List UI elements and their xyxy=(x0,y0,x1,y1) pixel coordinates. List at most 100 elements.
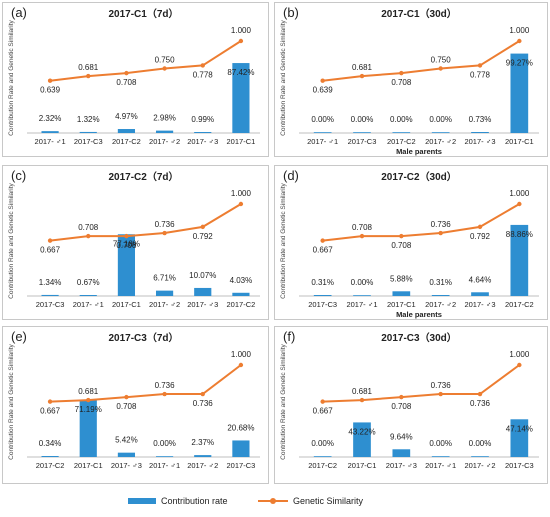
bar-value-label: 1.32% xyxy=(77,115,100,124)
bar-value-label: 0.00% xyxy=(351,278,374,287)
contribution-bar xyxy=(155,456,174,457)
chart-panel: (b) 2017-C1（30d） Contribution Rate and Gen… xyxy=(274,2,548,157)
similarity-value-label: 0.736 xyxy=(431,220,452,229)
similarity-point xyxy=(438,66,443,71)
similarity-value-label: 0.708 xyxy=(352,223,373,232)
contribution-bar xyxy=(79,295,97,296)
x-tick-label: 2017-C3 xyxy=(505,461,534,470)
contribution-bar xyxy=(431,295,450,296)
bar-value-label: 9.64% xyxy=(390,432,413,441)
similarity-line xyxy=(322,203,520,242)
chart-svg: (c) 2017-C2（7d） Contribution Rate and Gene… xyxy=(8,168,260,309)
legend-item-similarity: Genetic Similarity xyxy=(258,496,363,506)
similarity-point xyxy=(359,233,365,239)
chart-title: 2017-C2（30d） xyxy=(381,170,457,183)
bar-value-label: 0.34% xyxy=(39,439,62,448)
x-tick-label: 2017- ♂3 xyxy=(187,300,218,309)
bar-value-label: 0.31% xyxy=(311,278,334,287)
legend: Contribution rate Genetic Similarity xyxy=(0,487,550,517)
similarity-point xyxy=(438,230,443,236)
contribution-bar xyxy=(313,456,332,457)
contribution-bar xyxy=(194,132,212,133)
x-tick-label: 2017- ♂2 xyxy=(464,461,495,470)
chart-panel: (e) 2017-C3（7d） Contribution Rate and Gene… xyxy=(2,326,269,484)
contribution-bar xyxy=(471,132,489,133)
chart-panel: (d) 2017-C2（30d） Contribution Rate and Gen… xyxy=(274,165,548,320)
x-tick-label: 2017- ♂1 xyxy=(35,137,66,146)
x-tick-label: 2017- ♂2 xyxy=(187,461,218,470)
contribution-bar xyxy=(392,449,411,457)
y-axis-label: Contribution Rate and Genetic Similarity xyxy=(8,182,15,298)
similarity-point xyxy=(200,391,205,397)
bar-value-label: 0.99% xyxy=(191,115,214,124)
y-axis-label: Contribution Rate and Genetic Similarity xyxy=(280,343,287,459)
similarity-value-label: 0.736 xyxy=(155,381,176,390)
similarity-point xyxy=(477,224,483,230)
x-tick-label: 2017- ♂2 xyxy=(425,137,456,146)
contribution-bar xyxy=(471,456,489,457)
similarity-point xyxy=(124,394,129,400)
similarity-value-label: 0.667 xyxy=(313,407,334,416)
similarity-value-label: 0.681 xyxy=(78,387,99,396)
similarity-point xyxy=(47,78,53,83)
y-axis-label: Contribution Rate and Genetic Similarity xyxy=(8,343,15,459)
similarity-value-label: 0.750 xyxy=(155,56,176,65)
bar-value-label: 4.64% xyxy=(469,275,492,284)
x-tick-label: 2017- ♂1 xyxy=(346,300,377,309)
chart-svg: (a) 2017-C1（7d） Contribution Rate and Gene… xyxy=(8,5,260,146)
similarity-point xyxy=(124,70,129,76)
similarity-value-label: 0.667 xyxy=(313,246,334,255)
bar-value-label: 71.19% xyxy=(75,405,102,414)
x-tick-label: 2017-C2 xyxy=(387,137,416,146)
similarity-value-label: 0.708 xyxy=(391,241,412,250)
similarity-point xyxy=(517,362,522,368)
bar-value-label: 6.71% xyxy=(153,274,176,283)
x-tick-label: 2017-C3 xyxy=(74,137,103,146)
similarity-point xyxy=(86,73,91,79)
contribution-bar xyxy=(431,132,450,133)
similarity-value-label: 0.750 xyxy=(431,56,452,65)
x-tick-label: 2017- ♂3 xyxy=(464,137,495,146)
bar-value-label: 2.98% xyxy=(153,114,176,123)
x-tick-label: 2017-C1 xyxy=(505,137,534,146)
chart-title: 2017-C3（7d） xyxy=(108,331,178,344)
chart-svg: (e) 2017-C3（7d） Contribution Rate and Gene… xyxy=(8,329,260,470)
similarity-value-label: 1.000 xyxy=(509,189,530,198)
similarity-point xyxy=(238,362,244,368)
panel-label: (c) xyxy=(11,168,26,183)
x-tick-label: 2017- ♂2 xyxy=(149,137,180,146)
x-tick-label: 2017- ♂1 xyxy=(425,461,456,470)
legend-item-contribution: Contribution rate xyxy=(128,496,228,506)
bar-value-label: 10.07% xyxy=(189,271,216,280)
similarity-line xyxy=(50,364,242,403)
similarity-point xyxy=(200,224,205,230)
y-axis-label: Contribution Rate and Genetic Similarity xyxy=(280,182,287,298)
panel-label: (a) xyxy=(11,5,27,20)
contribution-bar xyxy=(41,456,59,457)
similarity-point xyxy=(320,78,325,83)
bar-value-label: 0.00% xyxy=(311,115,334,124)
x-tick-label: 2017-C2 xyxy=(112,137,141,146)
similarity-point xyxy=(86,397,91,403)
x-tick-label: 2017-C2 xyxy=(308,461,337,470)
similarity-value-label: 0.708 xyxy=(116,402,137,411)
similarity-value-label: 1.000 xyxy=(231,189,252,198)
contribution-bar xyxy=(510,53,529,133)
chart-title: 2017-C3（30d） xyxy=(381,331,457,344)
x-tick-label: 2017- ♂3 xyxy=(386,461,417,470)
bar-value-label: 47.14% xyxy=(506,424,533,433)
panel-label: (f) xyxy=(283,329,295,344)
contribution-bar xyxy=(392,291,411,296)
x-tick-label: 2017- ♂3 xyxy=(464,300,495,309)
similarity-point xyxy=(320,399,325,404)
similarity-value-label: 0.639 xyxy=(40,86,61,95)
similarity-line xyxy=(322,40,520,82)
similarity-point xyxy=(399,70,404,76)
similarity-value-label: 0.708 xyxy=(116,241,137,250)
similarity-value-label: 0.778 xyxy=(193,70,214,79)
x-tick-label: 2017- ♂1 xyxy=(73,300,104,309)
contribution-bar xyxy=(353,295,371,296)
contribution-bar xyxy=(232,63,250,134)
similarity-value-label: 1.000 xyxy=(231,26,252,35)
